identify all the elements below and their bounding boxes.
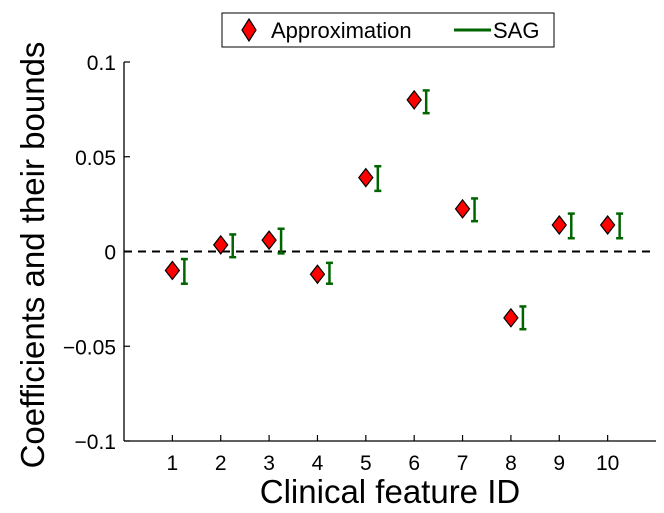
approximation-point	[212, 234, 229, 255]
sag-errorbar	[374, 164, 382, 193]
y-tick-label: 0.05	[75, 147, 116, 170]
sag-errorbar	[567, 212, 575, 240]
legend-approximation-label: Approximation	[271, 18, 412, 43]
approximation-point	[454, 198, 471, 219]
approximation-point	[309, 264, 326, 285]
legend-approximation-marker	[241, 17, 257, 43]
legend-sag-label: SAG	[493, 18, 539, 43]
x-tick-label: 4	[312, 452, 324, 475]
x-tick-label: 10	[596, 452, 619, 475]
approximation-point	[261, 230, 277, 251]
x-tick-label: 3	[263, 452, 275, 475]
legend: Approximation SAG	[221, 12, 555, 48]
legend-box	[221, 12, 555, 48]
y-axis-title: Coefficients and their bounds	[14, 42, 51, 469]
x-tick-label: 8	[505, 452, 517, 475]
sag-errorbar	[471, 197, 479, 223]
sag-errorbar	[180, 257, 188, 285]
sag-errorbar	[422, 89, 430, 115]
x-tick-label: 7	[457, 452, 469, 475]
x-tick-label: 6	[408, 452, 420, 475]
sag-errorbar	[277, 227, 285, 255]
approximation-point	[406, 89, 422, 110]
approximation-point	[164, 260, 181, 281]
approximation-point	[358, 167, 374, 188]
sag-errorbar	[519, 305, 527, 331]
x-ticks: 1 2 3 4 5 6 7 8 9 10	[167, 435, 619, 475]
y-tick-label: 0.1	[87, 52, 116, 75]
approximation-point	[599, 214, 616, 235]
y-tick-label: 0	[104, 242, 116, 265]
approximation-point	[551, 214, 568, 235]
sag-errorbar	[616, 212, 624, 240]
x-tick-label: 5	[360, 452, 372, 475]
sag-errorbar	[325, 261, 333, 285]
y-tick-label: −0.05	[63, 336, 116, 359]
y-ticks: 0.1 0.05 0 −0.05 −0.1	[63, 52, 130, 454]
x-tick-label: 9	[553, 452, 565, 475]
sag-errorbar	[229, 233, 237, 259]
x-axis-title: Clinical feature ID	[260, 473, 520, 510]
x-tick-label: 2	[215, 452, 227, 475]
approximation-points	[164, 89, 616, 328]
sag-errorbars	[180, 89, 624, 331]
approximation-point	[503, 307, 519, 328]
x-tick-label: 1	[167, 452, 179, 475]
y-tick-label: −0.1	[75, 431, 116, 454]
